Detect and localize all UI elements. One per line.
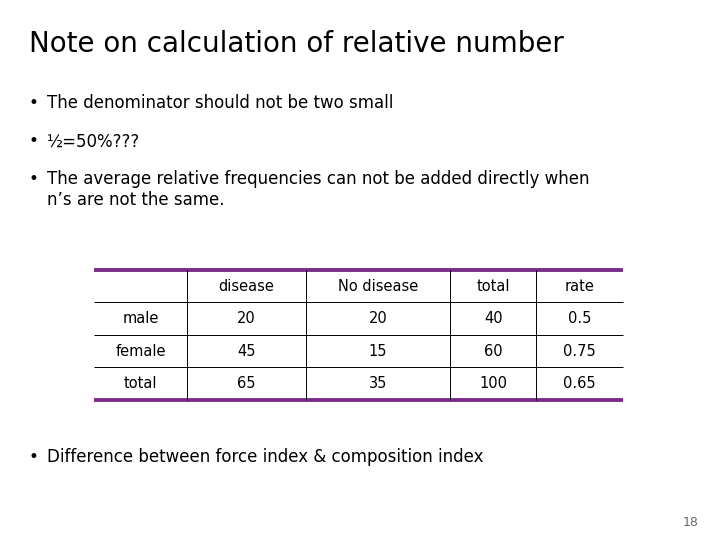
Text: Note on calculation of relative number: Note on calculation of relative number xyxy=(29,30,564,58)
Text: •: • xyxy=(29,132,39,150)
Text: female: female xyxy=(115,343,166,359)
Text: 60: 60 xyxy=(484,343,503,359)
Text: 45: 45 xyxy=(238,343,256,359)
Text: •: • xyxy=(29,448,39,466)
Text: •: • xyxy=(29,170,39,188)
Text: Difference between force index & composition index: Difference between force index & composi… xyxy=(47,448,483,466)
Text: 100: 100 xyxy=(480,376,507,391)
Text: 0.5: 0.5 xyxy=(568,311,591,326)
Text: 0.75: 0.75 xyxy=(563,343,596,359)
Text: No disease: No disease xyxy=(338,279,418,294)
Text: 35: 35 xyxy=(369,376,387,391)
Text: ½=50%???: ½=50%??? xyxy=(47,132,140,150)
Text: total: total xyxy=(477,279,510,294)
Text: 65: 65 xyxy=(238,376,256,391)
Text: 18: 18 xyxy=(683,516,698,529)
Text: The denominator should not be two small: The denominator should not be two small xyxy=(47,94,393,112)
Text: 20: 20 xyxy=(237,311,256,326)
Text: 15: 15 xyxy=(369,343,387,359)
Text: total: total xyxy=(124,376,157,391)
Text: 20: 20 xyxy=(369,311,387,326)
Text: rate: rate xyxy=(564,279,595,294)
Text: •: • xyxy=(29,94,39,112)
Text: 40: 40 xyxy=(484,311,503,326)
Text: The average relative frequencies can not be added directly when
n’s are not the : The average relative frequencies can not… xyxy=(47,170,589,209)
Text: disease: disease xyxy=(219,279,274,294)
Text: male: male xyxy=(122,311,158,326)
Text: 0.65: 0.65 xyxy=(563,376,596,391)
